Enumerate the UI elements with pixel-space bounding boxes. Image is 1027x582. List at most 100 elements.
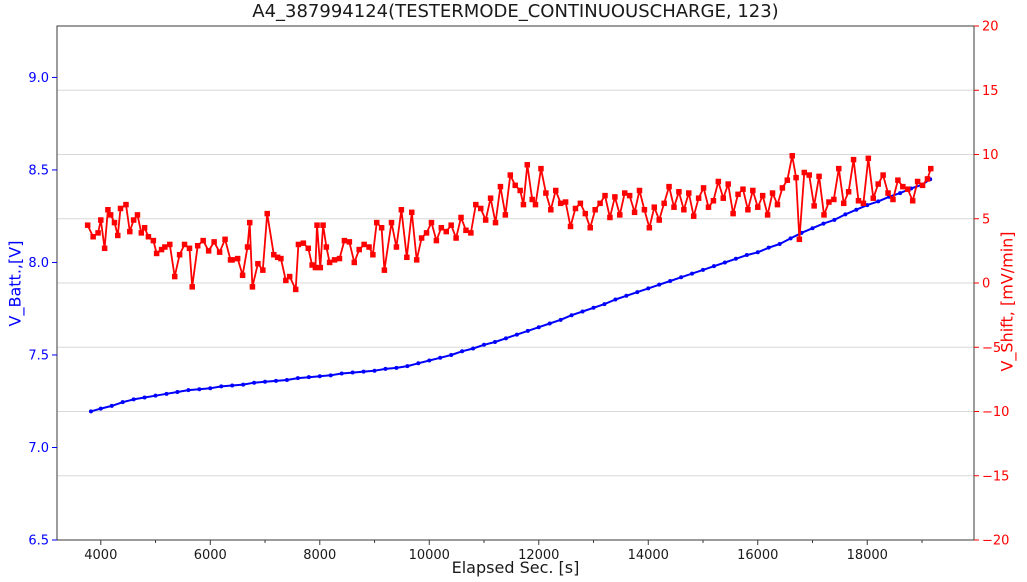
marker-V_Shift [356,246,362,253]
marker-V_Batt [843,212,848,217]
marker-V_Shift [404,254,410,261]
marker-V_Batt [120,400,125,405]
marker-V_Shift [890,196,896,203]
marker-V_Shift [686,190,692,196]
marker-V_Shift [769,190,776,196]
marker-V_Shift [612,194,618,200]
marker-V_Shift [919,182,926,189]
marker-V_Batt [328,373,333,378]
marker-V_Shift [796,236,803,243]
marker-V_Shift [582,210,589,217]
marker-V_Shift [562,199,569,205]
marker-V_Shift [924,176,931,182]
marker-V_Shift [167,241,173,248]
y-right-tick-label: −15 [982,469,1009,484]
y-left-tick-label: 9.0 [28,71,49,86]
marker-V_Shift [860,200,867,207]
marker-V_Shift [189,284,195,290]
marker-V_Shift [909,198,916,204]
marker-V_Batt [711,264,716,269]
x-tick-label: 10000 [409,548,450,563]
marker-V_Shift [784,177,791,183]
marker-V_Shift [690,213,697,219]
marker-V_Shift [836,165,842,172]
x-axis-label: Elapsed Sec. [s] [451,558,580,577]
marker-V_Batt [295,376,300,381]
marker-V_Shift [418,235,425,241]
marker-V_Batt [350,370,355,375]
marker-V_Shift [229,257,235,263]
marker-V_Shift [928,165,934,172]
marker-V_Shift [239,272,246,279]
marker-V_Shift [592,207,598,213]
marker-V_Batt [131,397,136,402]
marker-V_Shift [271,251,277,258]
marker-V_Shift [244,244,251,250]
marker-V_Shift [875,181,881,187]
marker-V_Shift [423,230,430,236]
marker-V_Shift [587,224,593,231]
marker-V_Shift [388,219,395,226]
marker-V_Shift [520,201,527,208]
marker-V_Shift [710,198,717,204]
marker-V_Batt [766,245,771,250]
marker-V_Shift [398,207,405,213]
marker-V_Batt [471,346,476,351]
marker-V_Shift [502,212,509,218]
marker-V_Shift [181,241,188,248]
marker-V_Shift [378,224,385,231]
marker-V_Shift [497,183,504,190]
marker-V_Shift [194,242,201,249]
marker-V_Batt [263,379,268,384]
marker-V_Shift [750,187,756,194]
marker-V_Shift [735,191,741,198]
marker-V_Shift [617,212,623,218]
marker-V_Batt [810,226,815,231]
y-right-tick-label: 5 [982,212,990,227]
marker-V_Shift [557,200,564,207]
marker-V_Shift [95,230,101,236]
marker-V_Shift [90,233,96,240]
marker-V_Shift [117,205,124,212]
marker-V_Shift [745,207,751,213]
marker-V_Batt [558,317,563,322]
marker-V_Shift [158,246,165,253]
marker-V_Shift [111,219,118,226]
marker-V_Shift [458,214,464,221]
marker-V_Shift [572,205,579,212]
marker-V_Batt [164,391,169,396]
y-right-tick-label: −20 [982,534,1009,549]
marker-V_Shift [312,264,319,271]
marker-V_Shift [552,187,559,194]
marker-V_Shift [755,204,761,210]
marker-V_Shift [171,273,178,280]
marker-V_Batt [591,305,596,310]
marker-V_Shift [320,222,326,228]
marker-V_Batt [306,375,311,380]
marker-V_Shift [323,244,330,250]
marker-V_Shift [274,254,281,261]
marker-V_Batt [646,286,651,291]
x-tick-label: 4000 [84,548,117,563]
marker-V_Batt [536,325,541,330]
marker-V_Shift [507,172,514,178]
marker-V_Shift [597,200,603,207]
x-tick-label: 6000 [194,548,227,563]
y-right-tick-label: 0 [982,277,990,292]
marker-V_Shift [264,210,270,217]
marker-V_Batt [98,406,103,411]
marker-V_Shift [98,217,104,223]
marker-V_Shift [532,201,539,208]
marker-V_Shift [487,195,494,201]
marker-V_Shift [331,257,338,263]
marker-V_Shift [705,204,712,210]
marker-V_Batt [733,256,738,261]
y-right-tick-label: 20 [982,20,999,35]
marker-V_Shift [105,207,111,213]
marker-V_Batt [252,380,257,385]
marker-V_Shift [292,286,299,293]
marker-V_Batt [635,290,640,295]
marker-V_Batt [482,342,487,347]
marker-V_Shift [443,228,449,235]
marker-V_Batt [219,384,224,389]
